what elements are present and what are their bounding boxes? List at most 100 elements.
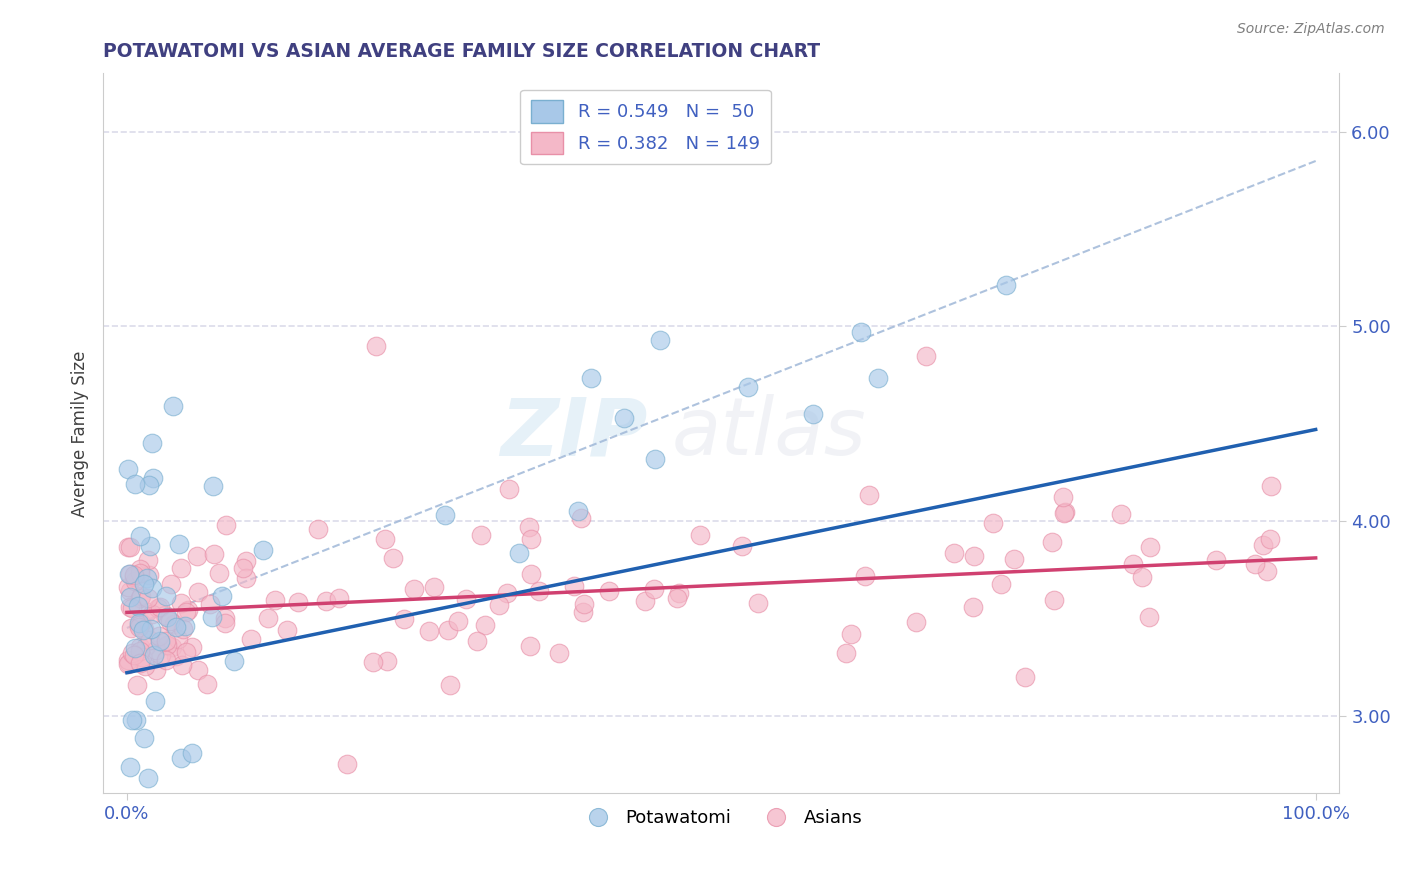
Point <box>839 627 862 641</box>
Point <box>201 609 224 624</box>
Point <box>214 616 236 631</box>
Point <box>138 568 160 582</box>
Point <box>963 549 986 564</box>
Point <box>374 532 396 546</box>
Point <box>159 614 181 628</box>
Point <box>1042 593 1064 607</box>
Point <box>214 611 236 625</box>
Point <box>138 478 160 492</box>
Point <box>170 560 193 574</box>
Point <box>165 620 187 634</box>
Point <box>990 577 1012 591</box>
Point <box>138 632 160 647</box>
Point <box>328 591 350 605</box>
Point <box>145 663 167 677</box>
Point <box>1137 609 1160 624</box>
Point <box>731 539 754 553</box>
Point <box>1109 507 1132 521</box>
Point <box>527 584 550 599</box>
Point <box>156 638 179 652</box>
Point <box>165 649 187 664</box>
Point <box>1040 535 1063 549</box>
Point <box>456 592 478 607</box>
Point <box>1139 540 1161 554</box>
Point <box>132 576 155 591</box>
Point <box>136 552 159 566</box>
Point <box>747 596 769 610</box>
Point <box>122 648 145 662</box>
Point <box>121 600 143 615</box>
Point <box>141 607 163 622</box>
Point <box>117 581 139 595</box>
Point <box>433 508 456 522</box>
Point <box>129 528 152 542</box>
Point <box>120 540 142 554</box>
Point <box>1122 557 1144 571</box>
Point <box>163 616 186 631</box>
Point <box>465 634 488 648</box>
Point <box>737 380 759 394</box>
Point <box>1014 670 1036 684</box>
Point <box>127 599 149 613</box>
Point <box>1130 570 1153 584</box>
Point <box>118 584 141 599</box>
Point <box>167 537 190 551</box>
Point <box>470 527 492 541</box>
Point <box>124 477 146 491</box>
Point <box>569 511 592 525</box>
Point <box>257 610 280 624</box>
Point <box>142 471 165 485</box>
Point <box>172 622 194 636</box>
Point <box>495 585 517 599</box>
Point <box>128 656 150 670</box>
Point <box>186 549 208 563</box>
Point <box>598 583 620 598</box>
Point <box>517 519 540 533</box>
Point <box>129 591 152 605</box>
Point <box>132 623 155 637</box>
Point <box>135 640 157 654</box>
Point <box>1256 564 1278 578</box>
Point <box>801 407 824 421</box>
Point <box>1053 505 1076 519</box>
Point <box>124 567 146 582</box>
Point <box>143 648 166 662</box>
Point <box>981 516 1004 530</box>
Point <box>138 591 160 605</box>
Point <box>474 618 496 632</box>
Point <box>520 533 543 547</box>
Point <box>336 757 359 772</box>
Point <box>1002 551 1025 566</box>
Point <box>187 663 209 677</box>
Point <box>117 653 139 667</box>
Point <box>129 615 152 630</box>
Point <box>131 650 153 665</box>
Point <box>139 539 162 553</box>
Point <box>117 657 139 671</box>
Point <box>174 619 197 633</box>
Point <box>145 643 167 657</box>
Point <box>156 609 179 624</box>
Point <box>129 562 152 576</box>
Text: POTAWATOMI VS ASIAN AVERAGE FAMILY SIZE CORRELATION CHART: POTAWATOMI VS ASIAN AVERAGE FAMILY SIZE … <box>103 42 820 61</box>
Point <box>634 593 657 607</box>
Point <box>437 624 460 638</box>
Point <box>149 648 172 662</box>
Point <box>211 589 233 603</box>
Point <box>548 646 571 660</box>
Point <box>120 621 142 635</box>
Point <box>125 713 148 727</box>
Y-axis label: Average Family Size: Average Family Size <box>72 351 89 516</box>
Point <box>665 591 688 606</box>
Point <box>143 694 166 708</box>
Point <box>124 640 146 655</box>
Point <box>239 632 262 647</box>
Point <box>567 504 589 518</box>
Point <box>361 655 384 669</box>
Point <box>136 605 159 619</box>
Point <box>943 546 966 560</box>
Point <box>235 572 257 586</box>
Point <box>315 593 337 607</box>
Point <box>120 567 142 582</box>
Point <box>648 333 671 347</box>
